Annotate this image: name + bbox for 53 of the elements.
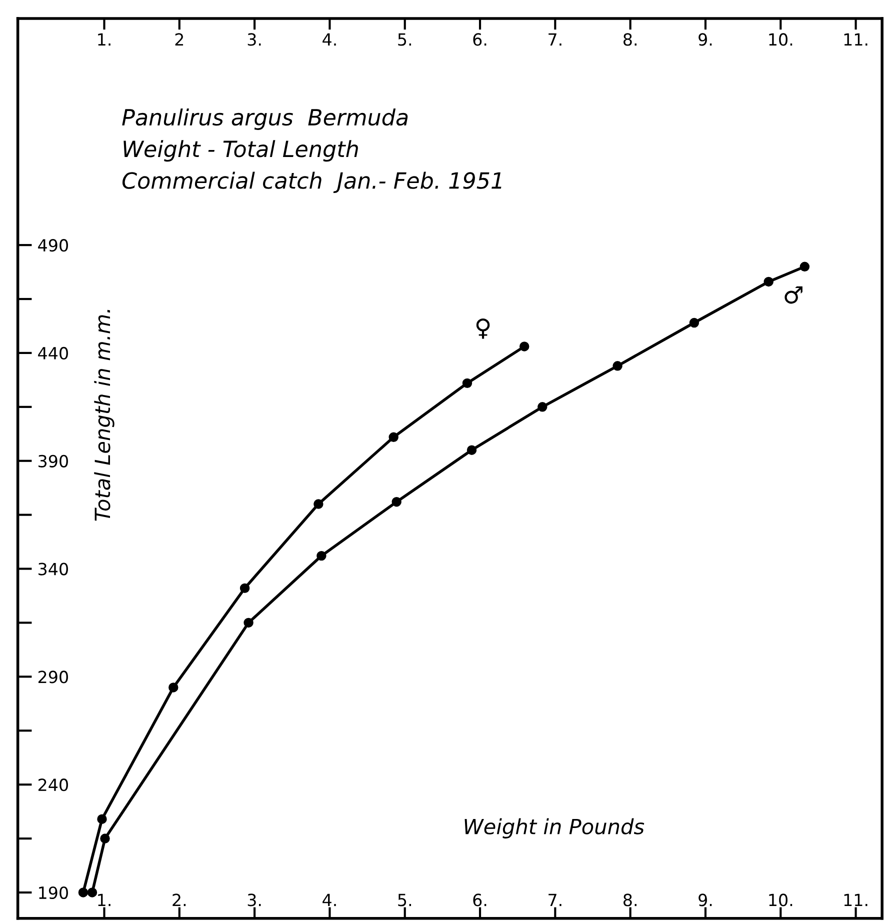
point (466, 445, 477, 455)
x-tick-label: 9. (698, 894, 712, 906)
point (97, 814, 107, 824)
point (244, 618, 254, 628)
x2-tick-label: 11. (844, 33, 868, 46)
x-tick-label: 8. (624, 894, 636, 906)
x2-tick-label: 9. (698, 33, 712, 46)
x-tick-label: 1. (98, 894, 110, 906)
point (612, 361, 622, 371)
x-tick-label: 10. (769, 894, 792, 906)
point (538, 402, 548, 412)
y-tick-label: 240 (38, 778, 68, 792)
point (388, 432, 398, 442)
point (87, 888, 98, 898)
point (392, 497, 402, 507)
point (519, 342, 530, 352)
y-tick-label: 190 (39, 886, 68, 900)
x2-tick-label: 5. (398, 33, 412, 46)
point (240, 583, 250, 594)
x-tick-label: 3. (248, 894, 261, 906)
y-tick-label: 340 (38, 562, 68, 576)
point (764, 276, 774, 287)
series-label: ♀ (476, 318, 490, 339)
x2-tick-label: 8. (624, 33, 636, 46)
x2-tick-label: 6. (473, 33, 486, 46)
x-tick-label: 5. (398, 894, 412, 906)
x-tick-label: 7. (548, 894, 562, 906)
text: Panulirus argus Bermuda Weight - Total Length Commercial catch Jan.- Feb. 1951 (122, 108, 502, 194)
x-tick-label: 4. (322, 894, 336, 906)
x2-tick-label: 3. (248, 33, 261, 46)
point (314, 499, 324, 509)
x2-tick-label: 2 (175, 33, 184, 46)
point (689, 318, 700, 328)
point (462, 378, 472, 388)
x2-tick-label: 1. (98, 33, 110, 46)
point (78, 888, 88, 898)
x2-tick-label: 4. (322, 33, 336, 46)
x2-tick-label: 7. (548, 33, 562, 46)
x-tick-label: 11. (844, 894, 868, 906)
y-tick-label: 440 (38, 346, 68, 360)
series-label: ♂ (784, 286, 802, 304)
point (800, 262, 810, 272)
x2-tick-label: 10. (769, 33, 792, 46)
y-tick-label: 390 (38, 454, 68, 468)
x-tick-label: 2. (172, 894, 186, 906)
x-tick-label: 6. (473, 894, 486, 906)
y-tick-label: 490 (38, 239, 68, 252)
x-axis-title: Weight in Pounds (464, 818, 644, 838)
y-axis-title: Total Length in m.m. (94, 310, 114, 521)
y-tick-label: 290 (38, 670, 68, 684)
point (168, 682, 178, 692)
point (316, 550, 326, 561)
point (100, 834, 110, 844)
